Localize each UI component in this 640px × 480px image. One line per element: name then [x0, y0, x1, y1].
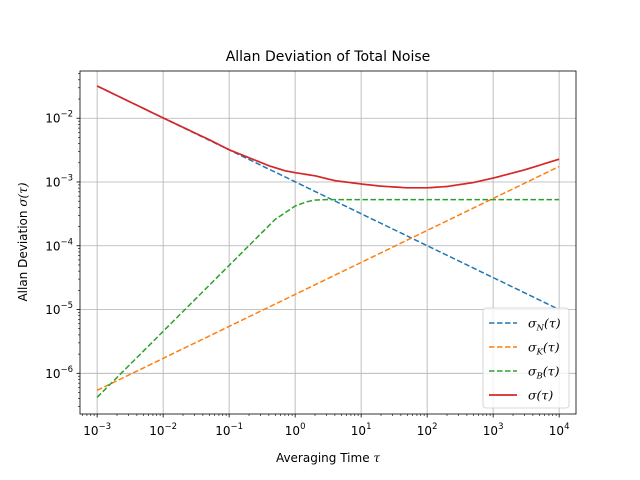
x-tick-label: 103 [483, 422, 504, 438]
y-tick-label: 10−5 [45, 301, 73, 317]
legend-box [482, 307, 570, 409]
legend-label: σB(τ) [528, 364, 560, 382]
ticks: 10−3 10−2 10−1 100 101 102 103 104 10−6 10−5 10−4 1… [45, 73, 570, 438]
series-line-total [96, 85, 560, 189]
y-tick-label: 10−4 [45, 237, 73, 253]
y-axis-label: Allan Deviation σ(τ) [16, 182, 30, 301]
series-layer [96, 85, 560, 398]
series-line-b [96, 198, 560, 398]
series-line-n [96, 85, 560, 311]
y-tick-label: 10−2 [45, 110, 73, 126]
series-line-k [96, 165, 560, 392]
legend-label: σ(τ) [528, 388, 553, 403]
x-tick-label: 100 [285, 422, 306, 438]
chart-title: Allan Deviation of Total Noise [226, 49, 431, 65]
x-tick-label: 104 [549, 422, 570, 438]
x-tick-label: 10−2 [149, 422, 177, 438]
plot-frame [79, 70, 577, 415]
x-tick-label: 10−1 [215, 422, 243, 438]
x-tick-label: 102 [417, 422, 438, 438]
legend: σN(τ) σK(τ) σB(τ) σ(τ) [482, 307, 570, 409]
y-tick-label: 10−6 [45, 365, 73, 381]
legend-label: σN(τ) [528, 316, 561, 334]
legend-label: σK(τ) [528, 340, 560, 358]
x-axis-label: Averaging Time τ [276, 451, 380, 465]
x-tick-label: 101 [351, 422, 372, 438]
y-tick-label: 10−3 [45, 173, 73, 189]
x-tick-label: 10−3 [83, 422, 111, 438]
